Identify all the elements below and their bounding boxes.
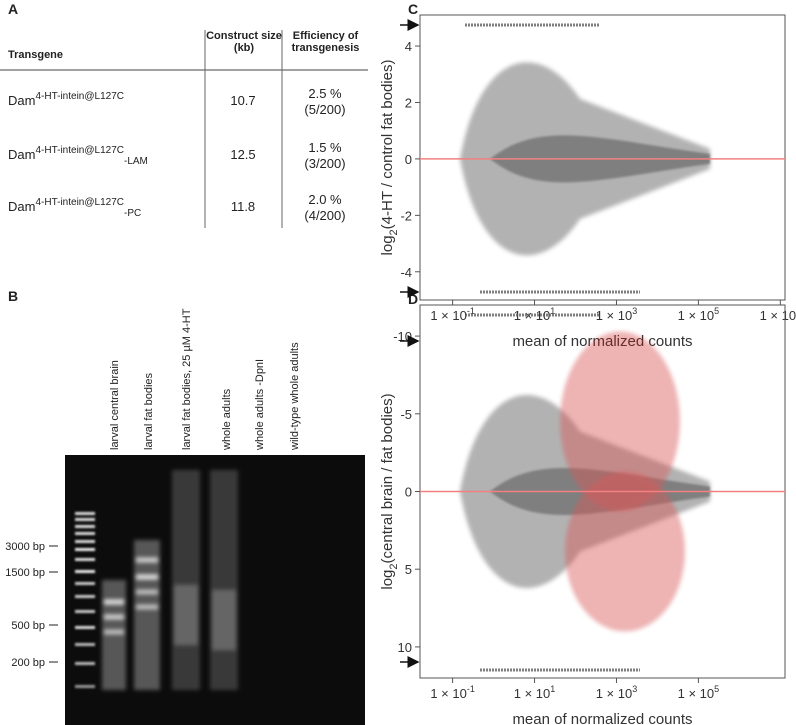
panel-label: B bbox=[8, 288, 18, 304]
lane-label: larval central brain bbox=[109, 360, 121, 450]
plot-frame bbox=[419, 14, 786, 301]
y-tick-label: 0 bbox=[405, 485, 412, 500]
lane-label: larval fat bodies bbox=[143, 372, 155, 450]
tick-base: 1 × 10 bbox=[430, 686, 467, 701]
ylabel-prefix: log bbox=[379, 235, 396, 255]
y-axis-label: log2(4-HT / control fat bodies) bbox=[379, 60, 400, 256]
name: Dam bbox=[8, 199, 35, 214]
tick-base: 1 × 10 bbox=[514, 686, 551, 701]
tick-base: 1 × 10 bbox=[596, 308, 633, 323]
y-tick-label: -5 bbox=[400, 407, 412, 422]
superscript: 4-HT-intein@L127C bbox=[35, 197, 124, 208]
tick-base: 1 × 10 bbox=[430, 308, 467, 323]
efficiency-fraction: (5/200) bbox=[304, 102, 345, 117]
subscript: -LAM bbox=[124, 156, 148, 167]
y-tick-label: 10 bbox=[398, 640, 412, 655]
table-header-box: Construct size (kb) bbox=[206, 30, 282, 54]
tick-exponent: -1 bbox=[467, 684, 475, 694]
x-tick-label: 1 × 103 bbox=[596, 306, 638, 323]
ladder bbox=[75, 512, 95, 688]
tick-exponent: -1 bbox=[467, 306, 475, 316]
y-tick-label: 5 bbox=[405, 562, 412, 577]
tick-exponent: 5 bbox=[714, 684, 719, 694]
lane-label: whole adults bbox=[221, 388, 233, 451]
y-tick-label: 2 bbox=[405, 95, 412, 110]
tick-exponent: 3 bbox=[632, 684, 637, 694]
x-axis-label: mean of normalized counts bbox=[512, 711, 692, 725]
y-tick-label: -2 bbox=[400, 208, 412, 223]
table-header: Construct size (kb) bbox=[206, 30, 282, 54]
ylabel-prefix: log bbox=[379, 570, 396, 590]
table-header: Efficiency of transgenesis bbox=[291, 30, 360, 54]
ylabel-sub: 2 bbox=[388, 563, 400, 569]
efficiency: 2.0 % bbox=[308, 192, 342, 207]
panel-label: D bbox=[408, 291, 418, 307]
construct-size: 12.5 bbox=[230, 147, 255, 162]
lane-label: whole adults -DpnI bbox=[254, 359, 266, 451]
tick-exponent: 1 bbox=[550, 684, 555, 694]
point-cloud bbox=[460, 313, 710, 672]
table-header: Transgene bbox=[8, 49, 63, 61]
lane-label: wild-type whole adults bbox=[289, 342, 301, 451]
tick-exponent: 1 bbox=[550, 306, 555, 316]
y-tick-label: 0 bbox=[405, 152, 412, 167]
efficiency: 1.5 % bbox=[308, 140, 342, 155]
tick-exponent: 5 bbox=[714, 306, 719, 316]
y-tick-label: 4 bbox=[405, 39, 412, 54]
subscript: -PC bbox=[124, 208, 141, 219]
efficiency-fraction: (3/200) bbox=[304, 156, 345, 171]
transgene-name: Dam4-HT-intein@L127C bbox=[8, 91, 124, 108]
panel-label: A bbox=[8, 1, 18, 17]
y-axis-label: log2(central brain / fat bodies) bbox=[379, 393, 400, 589]
table-header-box: Efficiency of transgenesis bbox=[291, 30, 360, 54]
x-tick-label: 1 × 101 bbox=[514, 684, 556, 701]
superscript: 4-HT-intein@L127C bbox=[35, 91, 124, 102]
transgene-name: Dam4-HT-intein@L127C-PC bbox=[8, 197, 141, 219]
transgene-name: Dam4-HT-intein@L127C-LAM bbox=[8, 145, 148, 167]
efficiency-fraction: (4/200) bbox=[304, 208, 345, 223]
tick-base: 1 × 10 bbox=[760, 308, 796, 323]
lane-label: larval fat bodies, 25 µM 4-HT bbox=[181, 308, 193, 450]
name: Dam bbox=[8, 93, 35, 108]
marker-label: 500 bp bbox=[11, 620, 45, 632]
y-tick-label: -4 bbox=[400, 265, 412, 280]
tick-exponent: 3 bbox=[632, 306, 637, 316]
x-tick-label: 1 × 105 bbox=[678, 306, 720, 323]
x-tick-label: 1 × 107 bbox=[760, 306, 796, 323]
ylabel-sub: 2 bbox=[388, 229, 400, 235]
ylabel-text: (4-HT / control fat bodies) bbox=[379, 60, 396, 230]
x-tick-label: 1 × 10-1 bbox=[430, 684, 475, 701]
highlight-cloud bbox=[565, 471, 685, 632]
x-tick-label: 1 × 10-1 bbox=[430, 306, 475, 323]
marker-label: 1500 bp bbox=[5, 567, 45, 579]
y-tick-label: -10 bbox=[393, 329, 412, 344]
x-tick-label: 1 × 103 bbox=[596, 684, 638, 701]
construct-size: 10.7 bbox=[230, 93, 255, 108]
x-tick-label: 1 × 105 bbox=[678, 684, 720, 701]
highlight-cloud bbox=[560, 331, 680, 512]
marker-label: 3000 bp bbox=[5, 541, 45, 553]
panel-label: C bbox=[408, 1, 418, 17]
construct-size: 11.8 bbox=[231, 199, 255, 214]
table-rows: Dam4-HT-intein@L127C 10.7 2.5 %(5/200)Dam4… bbox=[8, 86, 346, 223]
tick-base: 1 × 10 bbox=[678, 308, 715, 323]
superscript: 4-HT-intein@L127C bbox=[35, 145, 124, 156]
tick-base: 1 × 10 bbox=[678, 686, 715, 701]
lane-smears bbox=[102, 470, 238, 690]
gel-labels: larval central brain larval fat bodies lar… bbox=[5, 308, 301, 669]
name: Dam bbox=[8, 147, 35, 162]
ylabel-text: (central brain / fat bodies) bbox=[379, 393, 396, 563]
marker-label: 200 bp bbox=[11, 657, 45, 669]
efficiency: 2.5 % bbox=[308, 86, 342, 101]
tick-base: 1 × 10 bbox=[596, 686, 633, 701]
